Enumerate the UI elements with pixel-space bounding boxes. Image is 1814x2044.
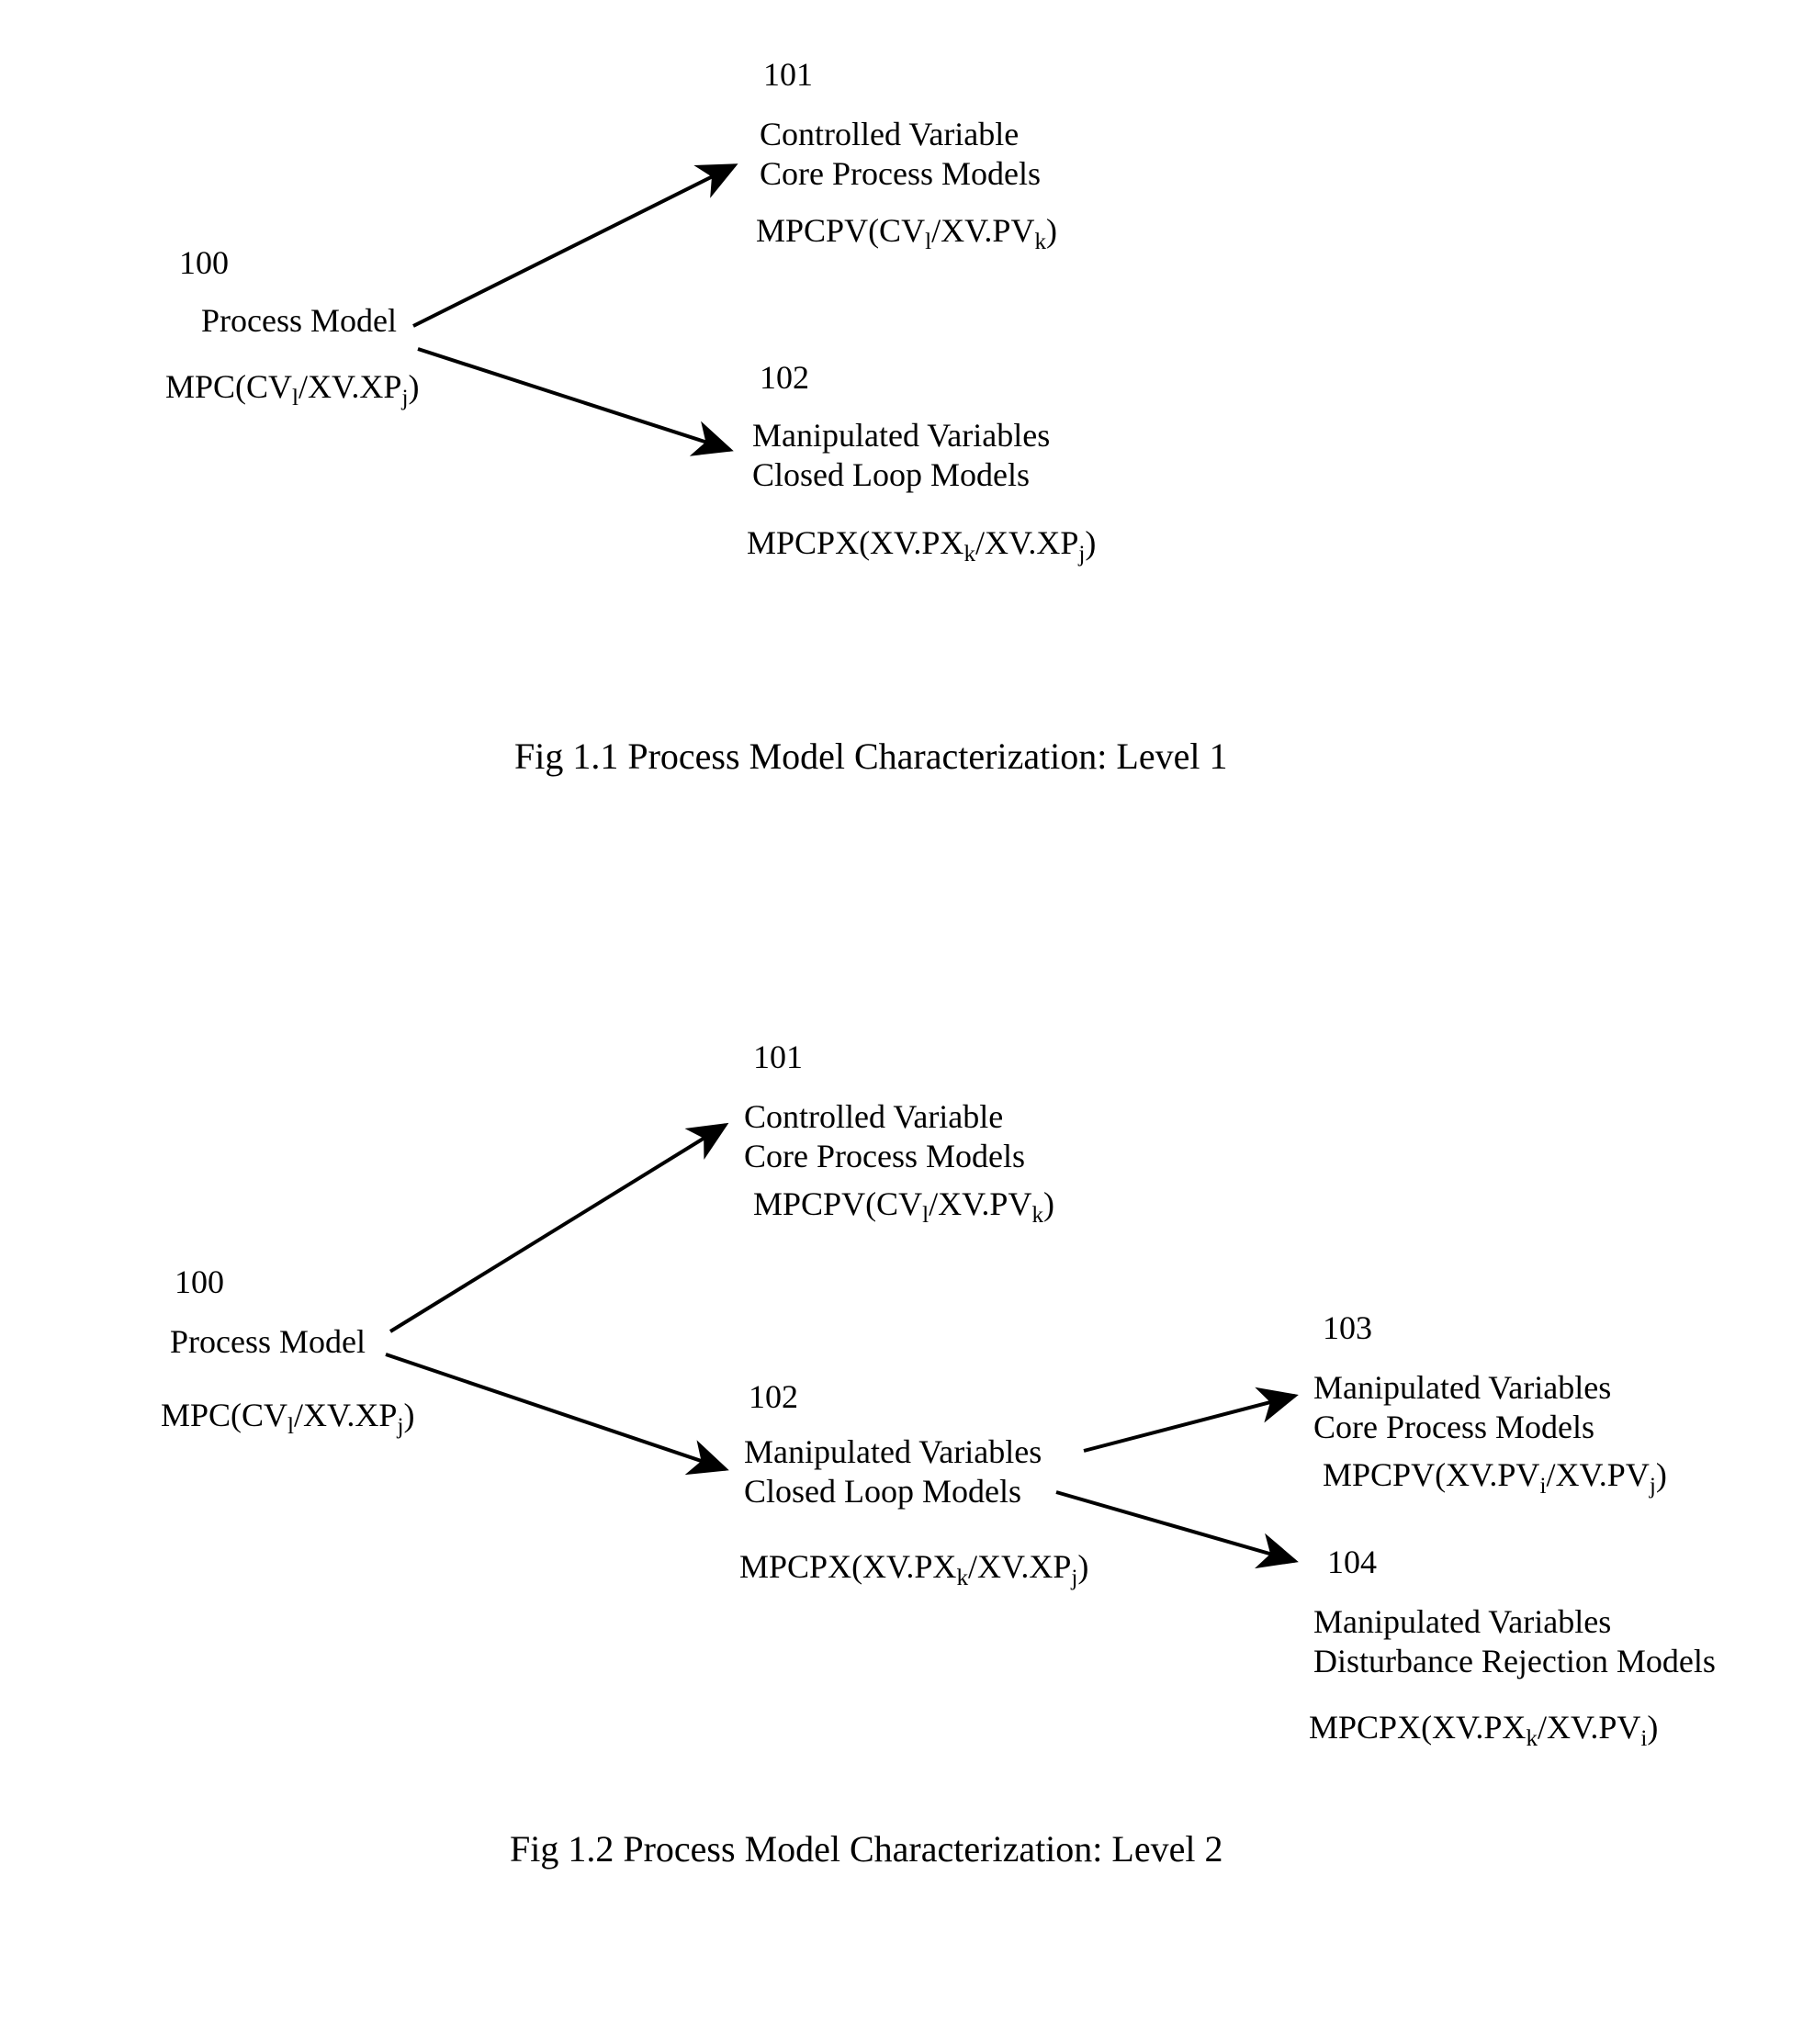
fig1-node-101-lines: Controlled VariableCore Process Models [760, 115, 1041, 194]
fig2-node-100-formula: MPC(CVl/XV.XPj) [161, 1396, 414, 1440]
arrow-100-101 [413, 165, 735, 326]
fig2-node-100-num: 100 [175, 1263, 224, 1301]
fig2-node-104-num: 104 [1327, 1543, 1377, 1581]
fig2-node-101-num: 101 [753, 1038, 803, 1076]
fig2-node-101-lines: Controlled VariableCore Process Models [744, 1097, 1025, 1176]
fig2-node-103-num: 103 [1323, 1308, 1372, 1347]
fig1-caption: Fig 1.1 Process Model Characterization: … [514, 735, 1227, 778]
fig2-node-104-lines: Manipulated VariablesDisturbance Rejecti… [1313, 1602, 1716, 1681]
arrow-100-102 [418, 349, 730, 450]
fig2-node-102-num: 102 [749, 1377, 798, 1416]
fig1-node-101-num: 101 [763, 55, 813, 94]
arrow2-100-101 [390, 1125, 726, 1331]
fig2-node-100-lines: Process Model [170, 1322, 366, 1362]
fig1-arrow-group [413, 165, 735, 450]
fig1-node-101-formula: MPCPV(CVl/XV.PVk) [756, 211, 1057, 255]
fig1-node-102-lines: Manipulated VariablesClosed Loop Models [752, 416, 1050, 495]
arrow2-102-103 [1084, 1396, 1295, 1451]
fig1-node-100-lines: Process Model [201, 301, 397, 341]
fig1-node-100-num: 100 [179, 243, 229, 282]
fig1-node-102-formula: MPCPX(XV.PXk/XV.XPj) [747, 523, 1096, 567]
arrow2-102-104 [1056, 1492, 1295, 1561]
fig2-node-102-formula: MPCPX(XV.PXk/XV.XPj) [739, 1547, 1088, 1591]
fig2-node-103-lines: Manipulated VariablesCore Process Models [1313, 1368, 1611, 1447]
arrow2-100-102 [386, 1354, 726, 1469]
fig1-node-102-num: 102 [760, 358, 809, 397]
fig2-caption: Fig 1.2 Process Model Characterization: … [510, 1827, 1222, 1870]
fig1-node-100-formula: MPC(CVl/XV.XPj) [165, 367, 419, 411]
fig2-node-103-formula: MPCPV(XV.PVi/XV.PVj) [1323, 1455, 1667, 1499]
fig2-node-104-formula: MPCPX(XV.PXk/XV.PVi) [1309, 1708, 1658, 1752]
fig2-node-101-formula: MPCPV(CVl/XV.PVk) [753, 1185, 1054, 1229]
fig2-node-102-lines: Manipulated VariablesClosed Loop Models [744, 1432, 1042, 1511]
